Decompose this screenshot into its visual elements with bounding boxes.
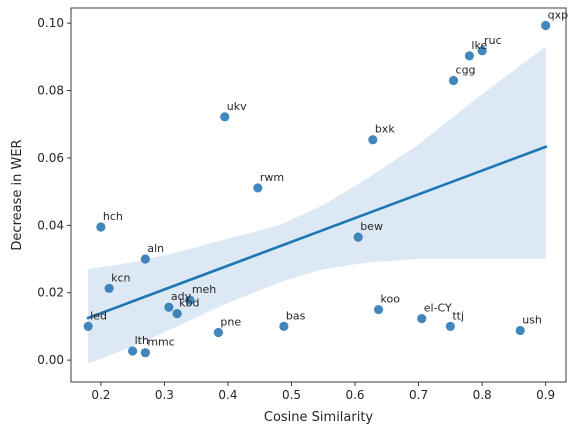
y-tick-label: 0.04	[37, 218, 64, 232]
data-point-hch	[96, 222, 106, 232]
point-label-bxk: bxk	[375, 123, 395, 136]
data-point-ukv	[220, 112, 230, 122]
point-labels-layer: qxpruclkecggukvbxkrwmhchbewalnkcnadymehk…	[90, 9, 568, 349]
data-point-led	[83, 321, 93, 332]
y-tick-label: 0.10	[37, 16, 64, 30]
point-label-cgg: cgg	[456, 63, 476, 76]
data-point-ady	[164, 302, 174, 312]
regression-line-layer	[86, 145, 548, 320]
data-point-ttj	[445, 321, 455, 332]
confidence-band	[88, 46, 546, 364]
point-label-lke: lke	[471, 39, 487, 52]
y-tick-label: 0.00	[37, 353, 64, 367]
y-tick-label: 0.06	[37, 151, 64, 165]
plot-area-frame	[70, 7, 567, 383]
data-points-layer	[83, 20, 551, 358]
point-label-ush: ush	[522, 313, 542, 326]
point-label-pne: pne	[220, 315, 241, 328]
x-tick-label: 0.3	[155, 388, 174, 402]
point-label-ukv: ukv	[227, 100, 247, 113]
regression-line	[86, 145, 548, 320]
point-label-hch: hch	[103, 210, 123, 223]
x-tick-label: 0.4	[218, 388, 237, 402]
data-point-pne	[213, 327, 224, 338]
data-point-ush	[515, 325, 525, 336]
data-point-el-CY	[417, 314, 427, 324]
point-label-koo: koo	[381, 293, 401, 306]
point-label-rwm: rwm	[260, 171, 284, 184]
data-point-qxp	[541, 20, 551, 31]
point-label-lth: lth	[135, 334, 149, 347]
point-label-ttj: ttj	[452, 309, 464, 322]
point-label-aln: aln	[147, 242, 164, 255]
point-label-el-CY: el-CY	[424, 302, 452, 315]
point-label-ady: ady	[171, 290, 192, 303]
data-point-meh	[185, 295, 195, 305]
y-tick-label: 0.08	[37, 84, 64, 98]
x-tick-label: 0.5	[282, 388, 301, 402]
x-tick-label: 0.9	[536, 388, 555, 402]
y-axis-label: Decrease in WER	[10, 139, 25, 250]
data-point-bew	[353, 232, 363, 242]
point-label-mmc: mmc	[147, 336, 174, 349]
x-tick-label: 0.2	[91, 388, 110, 402]
point-label-bew: bew	[360, 220, 383, 233]
data-point-aln	[140, 254, 150, 264]
confidence-band-layer	[88, 46, 546, 364]
data-point-ruc	[477, 46, 487, 56]
y-axis-ticks: 0.00 0.02 0.04 0.06 0.08 0.10	[37, 16, 71, 367]
x-tick-label: 0.8	[473, 388, 492, 402]
x-tick-label: 0.7	[409, 388, 428, 402]
x-axis-ticks: 0.2 0.3 0.4 0.5 0.6 0.7 0.8 0.9	[91, 382, 555, 402]
data-point-rwm	[253, 183, 263, 193]
point-label-ruc: ruc	[484, 34, 502, 47]
point-label-bas: bas	[286, 309, 306, 322]
point-label-led: led	[90, 309, 107, 322]
data-point-lth	[128, 346, 138, 356]
data-point-bas	[279, 321, 289, 332]
data-point-lke	[464, 51, 475, 61]
data-point-mmc	[140, 348, 150, 358]
x-tick-label: 0.6	[345, 388, 364, 402]
data-point-bxk	[368, 135, 378, 145]
data-point-kcn	[104, 283, 114, 293]
data-point-cgg	[448, 75, 459, 86]
x-axis-label: Cosine Similarity	[264, 410, 374, 425]
point-label-kbd: kbd	[179, 297, 199, 310]
point-label-kcn: kcn	[111, 271, 130, 284]
y-tick-label: 0.02	[37, 286, 64, 300]
data-point-kbd	[172, 309, 182, 319]
point-label-qxp: qxp	[548, 9, 568, 22]
point-label-meh: meh	[192, 283, 216, 296]
data-point-koo	[373, 304, 384, 315]
